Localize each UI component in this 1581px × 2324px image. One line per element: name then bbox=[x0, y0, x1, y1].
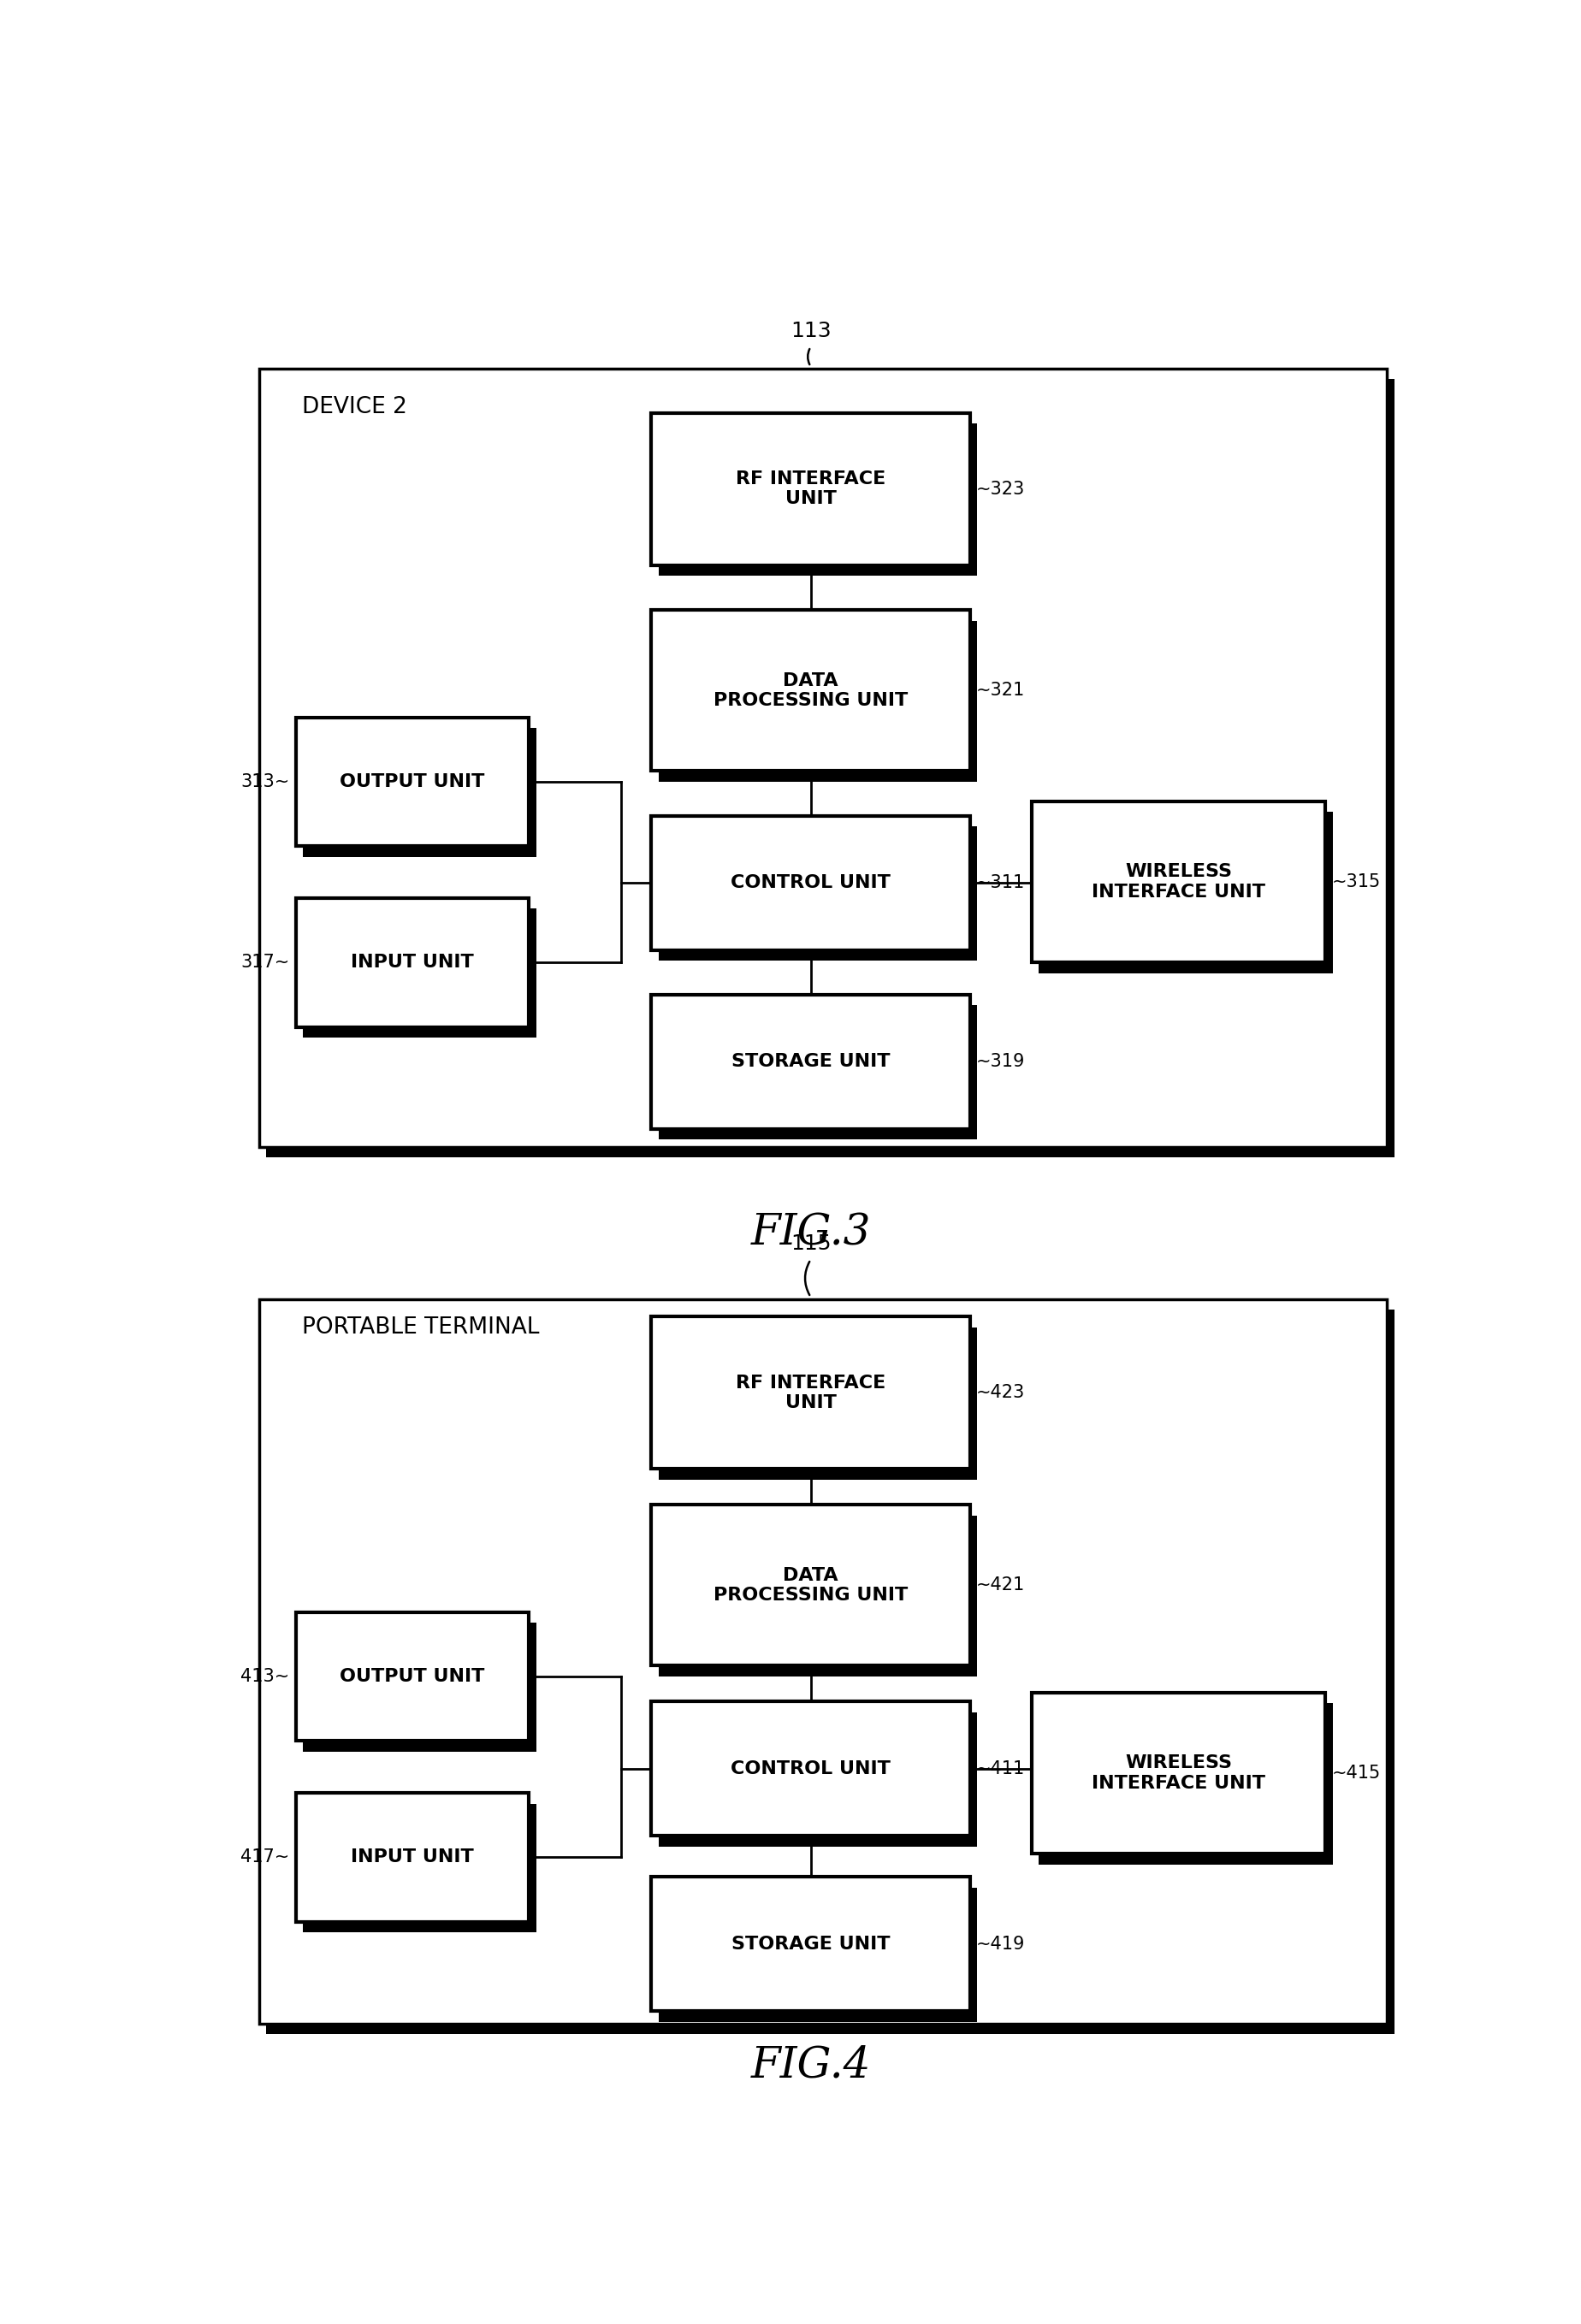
Bar bbox=[651, 1318, 969, 1469]
Bar bbox=[651, 995, 969, 1129]
Text: RF INTERFACE
UNIT: RF INTERFACE UNIT bbox=[735, 1373, 885, 1411]
Bar bbox=[651, 1701, 969, 1836]
Bar bbox=[658, 1713, 977, 1848]
Text: ~321: ~321 bbox=[975, 681, 1024, 700]
Bar bbox=[304, 727, 536, 858]
Bar bbox=[658, 1887, 977, 2022]
Bar bbox=[266, 379, 1393, 1157]
Bar bbox=[651, 414, 969, 565]
Text: DATA
PROCESSING UNIT: DATA PROCESSING UNIT bbox=[713, 1566, 907, 1604]
Text: CONTROL UNIT: CONTROL UNIT bbox=[730, 1759, 890, 1778]
Bar bbox=[658, 827, 977, 960]
Text: ~421: ~421 bbox=[975, 1576, 1024, 1594]
Text: WIRELESS
INTERFACE UNIT: WIRELESS INTERFACE UNIT bbox=[1091, 865, 1265, 899]
Text: ~319: ~319 bbox=[975, 1053, 1024, 1071]
Text: OUTPUT UNIT: OUTPUT UNIT bbox=[340, 1669, 484, 1685]
Text: ~311: ~311 bbox=[975, 874, 1024, 892]
Text: CONTROL UNIT: CONTROL UNIT bbox=[730, 874, 890, 892]
Bar bbox=[304, 1622, 536, 1752]
Bar bbox=[1031, 802, 1325, 962]
Bar bbox=[658, 621, 977, 781]
Text: STORAGE UNIT: STORAGE UNIT bbox=[730, 1936, 890, 1952]
Text: FIG.3: FIG.3 bbox=[751, 1211, 870, 1255]
Text: 113: 113 bbox=[790, 321, 830, 342]
Bar bbox=[1039, 1703, 1333, 1864]
Text: OUTPUT UNIT: OUTPUT UNIT bbox=[340, 774, 484, 790]
Bar bbox=[296, 1613, 528, 1741]
Text: ~423: ~423 bbox=[975, 1385, 1024, 1401]
Text: INPUT UNIT: INPUT UNIT bbox=[351, 1848, 473, 1866]
Text: STORAGE UNIT: STORAGE UNIT bbox=[730, 1053, 890, 1071]
Bar bbox=[651, 1878, 969, 2010]
Text: DATA
PROCESSING UNIT: DATA PROCESSING UNIT bbox=[713, 672, 907, 709]
Bar bbox=[651, 816, 969, 951]
Text: INPUT UNIT: INPUT UNIT bbox=[351, 953, 473, 971]
Bar bbox=[296, 718, 528, 846]
Text: RF INTERFACE
UNIT: RF INTERFACE UNIT bbox=[735, 472, 885, 507]
Bar bbox=[304, 909, 536, 1037]
Text: 317~: 317~ bbox=[240, 953, 289, 971]
Bar bbox=[658, 423, 977, 576]
Bar bbox=[304, 1803, 536, 1931]
Text: ~315: ~315 bbox=[1331, 874, 1380, 890]
Bar bbox=[1031, 1692, 1325, 1855]
Bar bbox=[296, 897, 528, 1027]
Text: 313~: 313~ bbox=[240, 774, 289, 790]
Bar bbox=[658, 1515, 977, 1676]
Bar bbox=[296, 1792, 528, 1922]
Text: FIG.4: FIG.4 bbox=[751, 2043, 870, 2087]
Bar bbox=[259, 367, 1387, 1146]
Text: ~419: ~419 bbox=[975, 1936, 1024, 1952]
Text: DEVICE 2: DEVICE 2 bbox=[302, 395, 406, 418]
Text: 115: 115 bbox=[790, 1234, 830, 1255]
Text: WIRELESS
INTERFACE UNIT: WIRELESS INTERFACE UNIT bbox=[1091, 1755, 1265, 1792]
Bar bbox=[266, 1311, 1393, 2034]
Text: ~415: ~415 bbox=[1331, 1764, 1380, 1783]
Text: 413~: 413~ bbox=[240, 1669, 289, 1685]
Text: ~323: ~323 bbox=[975, 481, 1024, 497]
Text: ~411: ~411 bbox=[975, 1759, 1024, 1778]
Text: PORTABLE TERMINAL: PORTABLE TERMINAL bbox=[302, 1315, 539, 1339]
Bar bbox=[259, 1299, 1387, 2024]
Bar bbox=[1039, 811, 1333, 974]
Bar bbox=[651, 609, 969, 772]
Bar bbox=[658, 1327, 977, 1480]
Bar bbox=[658, 1006, 977, 1139]
Bar bbox=[651, 1504, 969, 1666]
Text: 417~: 417~ bbox=[240, 1848, 289, 1866]
